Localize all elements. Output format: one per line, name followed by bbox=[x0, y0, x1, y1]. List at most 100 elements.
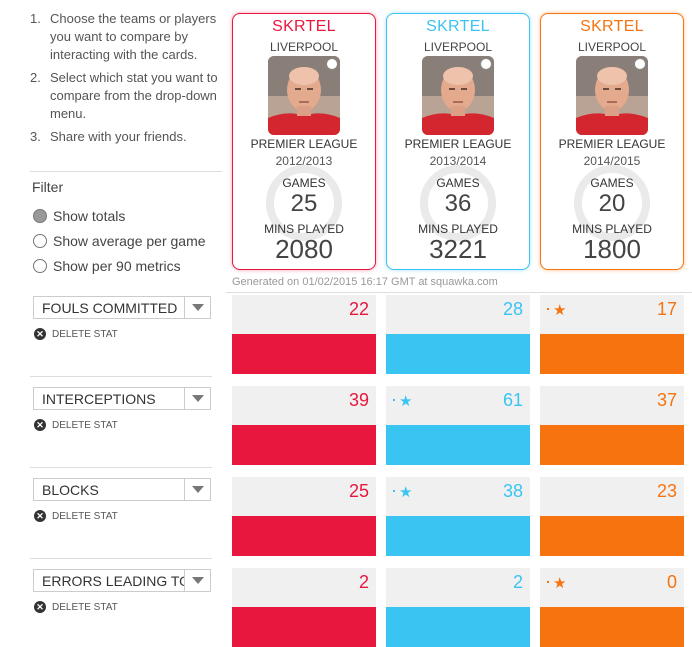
stat-bar bbox=[540, 516, 684, 556]
player-card[interactable]: SKRTEL LIVERPOOL PREMIER LEAGUE 2014/201… bbox=[540, 13, 684, 270]
stat-bar bbox=[386, 334, 530, 374]
stat-dropdown[interactable]: INTERCEPTIONS bbox=[33, 387, 211, 410]
stat-cell: 39 bbox=[232, 386, 376, 465]
mins-label: MINS PLAYED bbox=[572, 222, 652, 236]
star-icon: ★ bbox=[553, 302, 567, 319]
chevron-down-icon[interactable] bbox=[184, 479, 210, 500]
stat-value: 2 bbox=[512, 572, 523, 592]
stat-bar bbox=[232, 516, 376, 556]
games-label: GAMES bbox=[282, 176, 326, 190]
delete-stat-button[interactable]: ✕ DELETE STAT bbox=[34, 601, 118, 613]
season: 2014/2015 bbox=[583, 154, 641, 168]
filter-option-totals[interactable]: Show totals bbox=[33, 207, 125, 225]
divider bbox=[30, 558, 212, 559]
instruction-number: 2. bbox=[30, 70, 41, 85]
stat-cell: 2 bbox=[386, 568, 530, 647]
instruction-item: 3. Share with your friends. bbox=[30, 128, 226, 146]
stat-bar bbox=[540, 334, 684, 374]
delete-stat-label: DELETE STAT bbox=[52, 601, 118, 613]
competition-name: PREMIER LEAGUE bbox=[558, 137, 666, 151]
delete-icon[interactable]: ✕ bbox=[34, 601, 46, 613]
stat-value: 38 bbox=[502, 481, 523, 501]
stat-value: 0 bbox=[666, 572, 677, 592]
stat-cell: 37 bbox=[540, 386, 684, 465]
marker-dot bbox=[547, 581, 549, 583]
stat-value: 37 bbox=[656, 390, 677, 410]
stat-value: 2 bbox=[358, 572, 369, 592]
stat-dropdown-label: BLOCKS bbox=[42, 481, 99, 498]
season: 2013/2014 bbox=[429, 154, 487, 168]
stat-dropdown-label: INTERCEPTIONS bbox=[42, 390, 156, 407]
player-name: SKRTEL bbox=[426, 18, 490, 35]
club-name: LIVERPOOL bbox=[577, 40, 647, 54]
delete-icon[interactable]: ✕ bbox=[34, 328, 46, 340]
radio-button-selected[interactable] bbox=[33, 209, 47, 223]
club-badge-icon bbox=[326, 58, 338, 70]
instruction-text: Share with your friends. bbox=[50, 129, 187, 144]
instruction-number: 3. bbox=[30, 129, 41, 144]
mins-value: 1800 bbox=[583, 234, 641, 264]
club-name: LIVERPOOL bbox=[423, 40, 493, 54]
instruction-item: 1. Choose the teams or players you want t… bbox=[30, 10, 226, 64]
instruction-text: Select which stat you want to compare fr… bbox=[50, 70, 218, 121]
stat-value: 23 bbox=[656, 481, 677, 501]
filter-option-per90[interactable]: Show per 90 metrics bbox=[33, 257, 181, 275]
delete-stat-button[interactable]: ✕ DELETE STAT bbox=[34, 419, 118, 431]
star-icon: ★ bbox=[553, 575, 567, 592]
chevron-down-icon[interactable] bbox=[184, 570, 210, 591]
filter-option-label: Show totals bbox=[53, 208, 126, 224]
stat-cell: 25 bbox=[232, 477, 376, 556]
stat-value: 61 bbox=[502, 390, 523, 410]
mins-label: MINS PLAYED bbox=[264, 222, 344, 236]
delete-stat-label: DELETE STAT bbox=[52, 510, 118, 522]
games-value: 36 bbox=[444, 190, 472, 217]
stat-bar bbox=[386, 607, 530, 647]
generated-note: Generated on 01/02/2015 16:17 GMT at squ… bbox=[232, 276, 498, 288]
competition-name: PREMIER LEAGUE bbox=[250, 137, 358, 151]
instruction-item: 2. Select which stat you want to compare … bbox=[30, 69, 226, 123]
marker-dot bbox=[393, 490, 395, 492]
radio-button[interactable] bbox=[33, 259, 47, 273]
stat-dropdown[interactable]: FOULS COMMITTED bbox=[33, 296, 211, 319]
club-badge-icon bbox=[480, 58, 492, 70]
mins-value: 3221 bbox=[429, 234, 487, 264]
stat-cell: 61 ★ bbox=[386, 386, 530, 465]
stat-dropdown-label: FOULS COMMITTED bbox=[42, 299, 178, 316]
delete-stat-label: DELETE STAT bbox=[52, 328, 118, 340]
stat-bar bbox=[232, 425, 376, 465]
instructions: 1. Choose the teams or players you want t… bbox=[30, 10, 226, 151]
mins-value: 2080 bbox=[275, 234, 333, 264]
divider bbox=[30, 171, 222, 172]
games-label: GAMES bbox=[436, 176, 480, 190]
stat-value: 17 bbox=[656, 299, 677, 319]
player-photo bbox=[268, 56, 340, 135]
stat-value: 22 bbox=[348, 299, 369, 319]
stat-bar bbox=[386, 425, 530, 465]
stat-cell: 38 ★ bbox=[386, 477, 530, 556]
filter-option-label: Show average per game bbox=[53, 233, 206, 249]
delete-icon[interactable]: ✕ bbox=[34, 510, 46, 522]
stat-cell: 17 ★ bbox=[540, 295, 684, 374]
radio-button[interactable] bbox=[33, 234, 47, 248]
delete-icon[interactable]: ✕ bbox=[34, 419, 46, 431]
stat-dropdown[interactable]: BLOCKS bbox=[33, 478, 211, 501]
delete-stat-button[interactable]: ✕ DELETE STAT bbox=[34, 328, 118, 340]
games-label: GAMES bbox=[590, 176, 634, 190]
delete-stat-button[interactable]: ✕ DELETE STAT bbox=[34, 510, 118, 522]
stat-bar bbox=[540, 607, 684, 647]
player-name: SKRTEL bbox=[580, 18, 644, 35]
stat-dropdown-label: ERRORS LEADING TO bbox=[42, 572, 184, 589]
competition-name: PREMIER LEAGUE bbox=[404, 137, 512, 151]
player-card[interactable]: SKRTEL LIVERPOOL PREMIER LEAGUE 2013/201… bbox=[386, 13, 530, 270]
player-card[interactable]: SKRTEL LIVERPOOL PREMIER LEAGUE 2012/201… bbox=[232, 13, 376, 270]
filter-option-average[interactable]: Show average per game bbox=[33, 232, 206, 250]
stat-value: 28 bbox=[502, 299, 523, 319]
divider bbox=[30, 467, 212, 468]
stat-dropdown[interactable]: ERRORS LEADING TO bbox=[33, 569, 211, 592]
chevron-down-icon[interactable] bbox=[184, 388, 210, 409]
stat-bar bbox=[232, 607, 376, 647]
chevron-down-icon[interactable] bbox=[184, 297, 210, 318]
marker-dot bbox=[393, 399, 395, 401]
divider bbox=[30, 376, 212, 377]
stat-cell: 0 ★ bbox=[540, 568, 684, 647]
